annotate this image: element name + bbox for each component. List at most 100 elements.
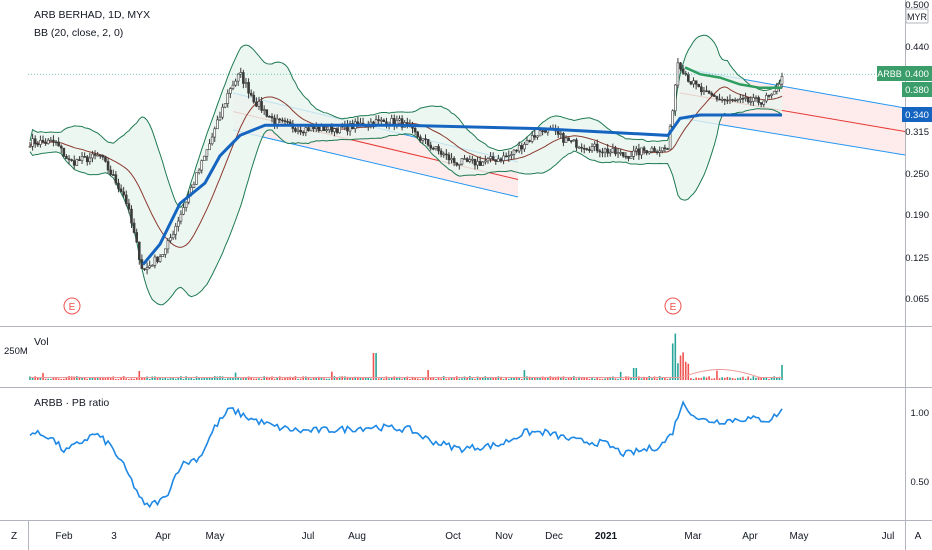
volume-bar xyxy=(312,377,315,380)
candle-body xyxy=(640,147,643,156)
volume-bar xyxy=(133,378,135,380)
candle-body xyxy=(619,152,622,154)
volume-pane[interactable] xyxy=(29,333,783,380)
volume-bar xyxy=(591,377,593,380)
volume-bar xyxy=(232,377,234,380)
volume-bar xyxy=(193,378,195,380)
candle-body xyxy=(177,220,180,227)
volume-bar xyxy=(102,377,104,380)
volume-bar xyxy=(367,377,370,380)
volume-bar xyxy=(669,378,671,380)
candle-body xyxy=(85,156,89,163)
candle-body xyxy=(200,160,204,171)
volume-bar xyxy=(401,378,403,380)
candle-body xyxy=(484,160,487,163)
volume-bar xyxy=(143,377,146,380)
earnings-marker-2[interactable]: E xyxy=(664,297,682,315)
candle-body xyxy=(130,208,133,224)
volume-bar xyxy=(432,377,435,380)
volume-bar xyxy=(172,377,174,380)
volume-bar xyxy=(245,377,247,380)
candle-body xyxy=(122,191,125,196)
time-axis-label: Mar xyxy=(684,531,702,542)
candle-body xyxy=(288,121,292,125)
candle-body xyxy=(564,137,568,143)
volume-bar xyxy=(281,378,284,380)
candle-body xyxy=(296,129,300,132)
volume-bar xyxy=(60,378,63,380)
candle-body xyxy=(106,161,110,171)
volume-bar xyxy=(643,376,645,380)
auto-scale-icon[interactable]: A xyxy=(915,531,922,542)
candle-body xyxy=(426,139,430,146)
candle-body xyxy=(432,147,435,150)
volume-bar xyxy=(117,378,120,380)
candle-body xyxy=(452,158,456,163)
volume-bar xyxy=(505,377,507,380)
volume-bar xyxy=(354,376,357,380)
candle-body xyxy=(702,90,706,93)
volume-bar xyxy=(424,377,427,380)
candle-body xyxy=(637,148,641,156)
candle-body xyxy=(739,97,742,100)
volume-bar xyxy=(479,377,481,380)
candle-body xyxy=(169,237,172,241)
candle-body xyxy=(541,130,544,132)
pb-ratio-pane[interactable] xyxy=(29,400,783,509)
price-pane[interactable] xyxy=(28,34,906,306)
candle-body xyxy=(642,147,646,151)
volume-bar xyxy=(781,365,783,380)
bb-lower-band xyxy=(29,108,783,306)
volume-bar xyxy=(599,378,601,380)
candle-body xyxy=(689,81,693,85)
candle-body xyxy=(658,150,662,153)
candle-body xyxy=(780,76,784,85)
volume-bar xyxy=(370,378,372,380)
volume-bar xyxy=(625,376,627,380)
volume-bar xyxy=(684,361,687,380)
volume-bar xyxy=(237,377,239,380)
candle-body xyxy=(481,161,485,166)
indicator-legend: BB (20, close, 2, 0) xyxy=(34,27,123,39)
candle-body xyxy=(575,139,578,148)
volume-bar xyxy=(65,376,68,380)
candle-body xyxy=(153,256,157,266)
volume-bar xyxy=(135,377,138,380)
volume-bar xyxy=(128,378,130,380)
candle-body xyxy=(33,138,37,145)
candle-body xyxy=(179,213,183,222)
candle-body xyxy=(606,148,609,154)
volume-bar xyxy=(57,378,60,380)
volume-bar xyxy=(255,378,258,380)
volume-bar xyxy=(461,378,463,380)
volume-bar xyxy=(442,376,445,380)
candle-body xyxy=(731,99,734,101)
candle-body xyxy=(239,72,243,75)
candle-body xyxy=(398,118,401,121)
candle-body xyxy=(687,74,690,82)
volume-bar xyxy=(627,376,630,380)
candle-body xyxy=(507,155,511,157)
candle-body xyxy=(692,80,695,85)
volume-bar xyxy=(721,377,723,380)
volume-bar xyxy=(148,378,151,380)
candle-body xyxy=(62,147,66,157)
volume-bar xyxy=(130,378,133,380)
candle-body xyxy=(218,116,222,121)
candle-body xyxy=(569,140,573,142)
earnings-marker-1[interactable]: E xyxy=(63,297,81,315)
volume-bar xyxy=(409,378,411,380)
volume-bar xyxy=(86,378,89,380)
candle-body xyxy=(762,100,766,105)
timezone-icon[interactable]: Z xyxy=(11,531,17,542)
time-axis-label: May xyxy=(206,531,225,542)
candle-body xyxy=(614,148,617,155)
volume-bar xyxy=(703,376,705,380)
candle-body xyxy=(275,118,279,125)
candle-body xyxy=(205,149,209,157)
candle-body xyxy=(486,158,490,162)
candle-body xyxy=(679,62,682,70)
candle-body xyxy=(164,248,167,255)
volume-bar xyxy=(749,378,752,380)
